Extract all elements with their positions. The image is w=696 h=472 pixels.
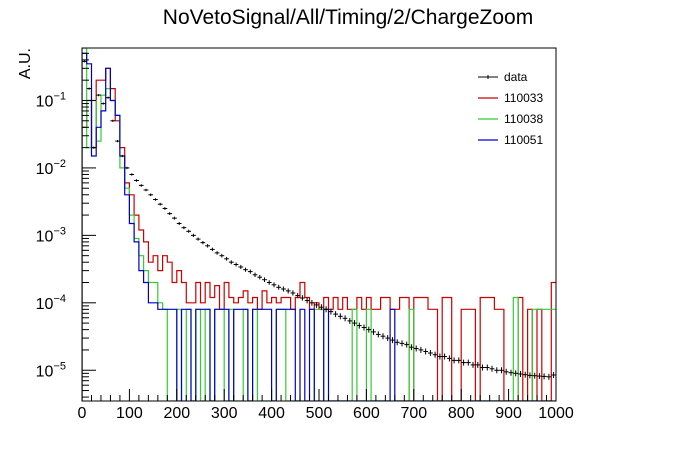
axes: 0 100 200 300 400 500 600 700 800 900 1000 10−5 10−4… — [36, 47, 574, 422]
y-tick-label: 10−2 — [36, 158, 66, 178]
legend-label-data: data — [504, 70, 528, 84]
y-tick-label: 10−3 — [36, 225, 66, 245]
x-tick-label: 400 — [258, 405, 285, 422]
series-data-points — [82, 60, 556, 380]
chart-title: NoVetoSignal/All/Timing/2/ChargeZoom — [163, 6, 533, 29]
x-tick-label: 900 — [495, 405, 522, 422]
x-tick-label: 0 — [78, 405, 87, 422]
series-110033-step — [82, 67, 556, 401]
y-tick-label: 10−4 — [36, 293, 66, 313]
series-110051-step — [82, 52, 556, 401]
legend-label-110033: 110033 — [504, 91, 543, 105]
x-tick-label: 300 — [211, 405, 238, 422]
x-tick-label: 500 — [306, 405, 333, 422]
legend-label-110038: 110038 — [504, 112, 543, 126]
legend-label-110051: 110051 — [504, 133, 543, 147]
series-layer — [82, 48, 556, 401]
x-tick-label: 800 — [448, 405, 475, 422]
x-tick-label: 100 — [116, 405, 143, 422]
x-tick-label: 700 — [400, 405, 427, 422]
x-tick-label: 200 — [163, 405, 190, 422]
y-tick-label: 10−5 — [36, 360, 66, 380]
y-axis-label: A.U. — [17, 48, 34, 79]
y-tick-label: 10−1 — [36, 90, 66, 110]
legend: data 110033 110038 110051 — [470, 65, 554, 155]
x-tick-label: 1000 — [538, 405, 574, 422]
x-tick-label: 600 — [353, 405, 380, 422]
